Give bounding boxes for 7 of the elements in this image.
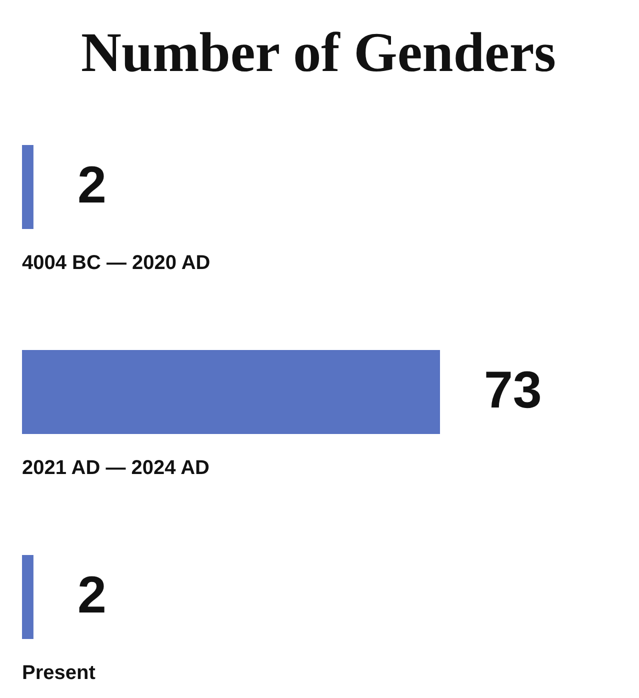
- y-tick-label: 2021 AD — 2024 AD: [22, 457, 210, 479]
- data-label: 73: [484, 362, 542, 420]
- y-tick-label: Present: [22, 662, 96, 684]
- y-tick-label: 4004 BC — 2020 AD: [22, 252, 210, 274]
- chart-title: Number of Genders: [81, 22, 556, 84]
- data-label: 2: [77, 156, 106, 215]
- data-label: 2: [77, 566, 106, 625]
